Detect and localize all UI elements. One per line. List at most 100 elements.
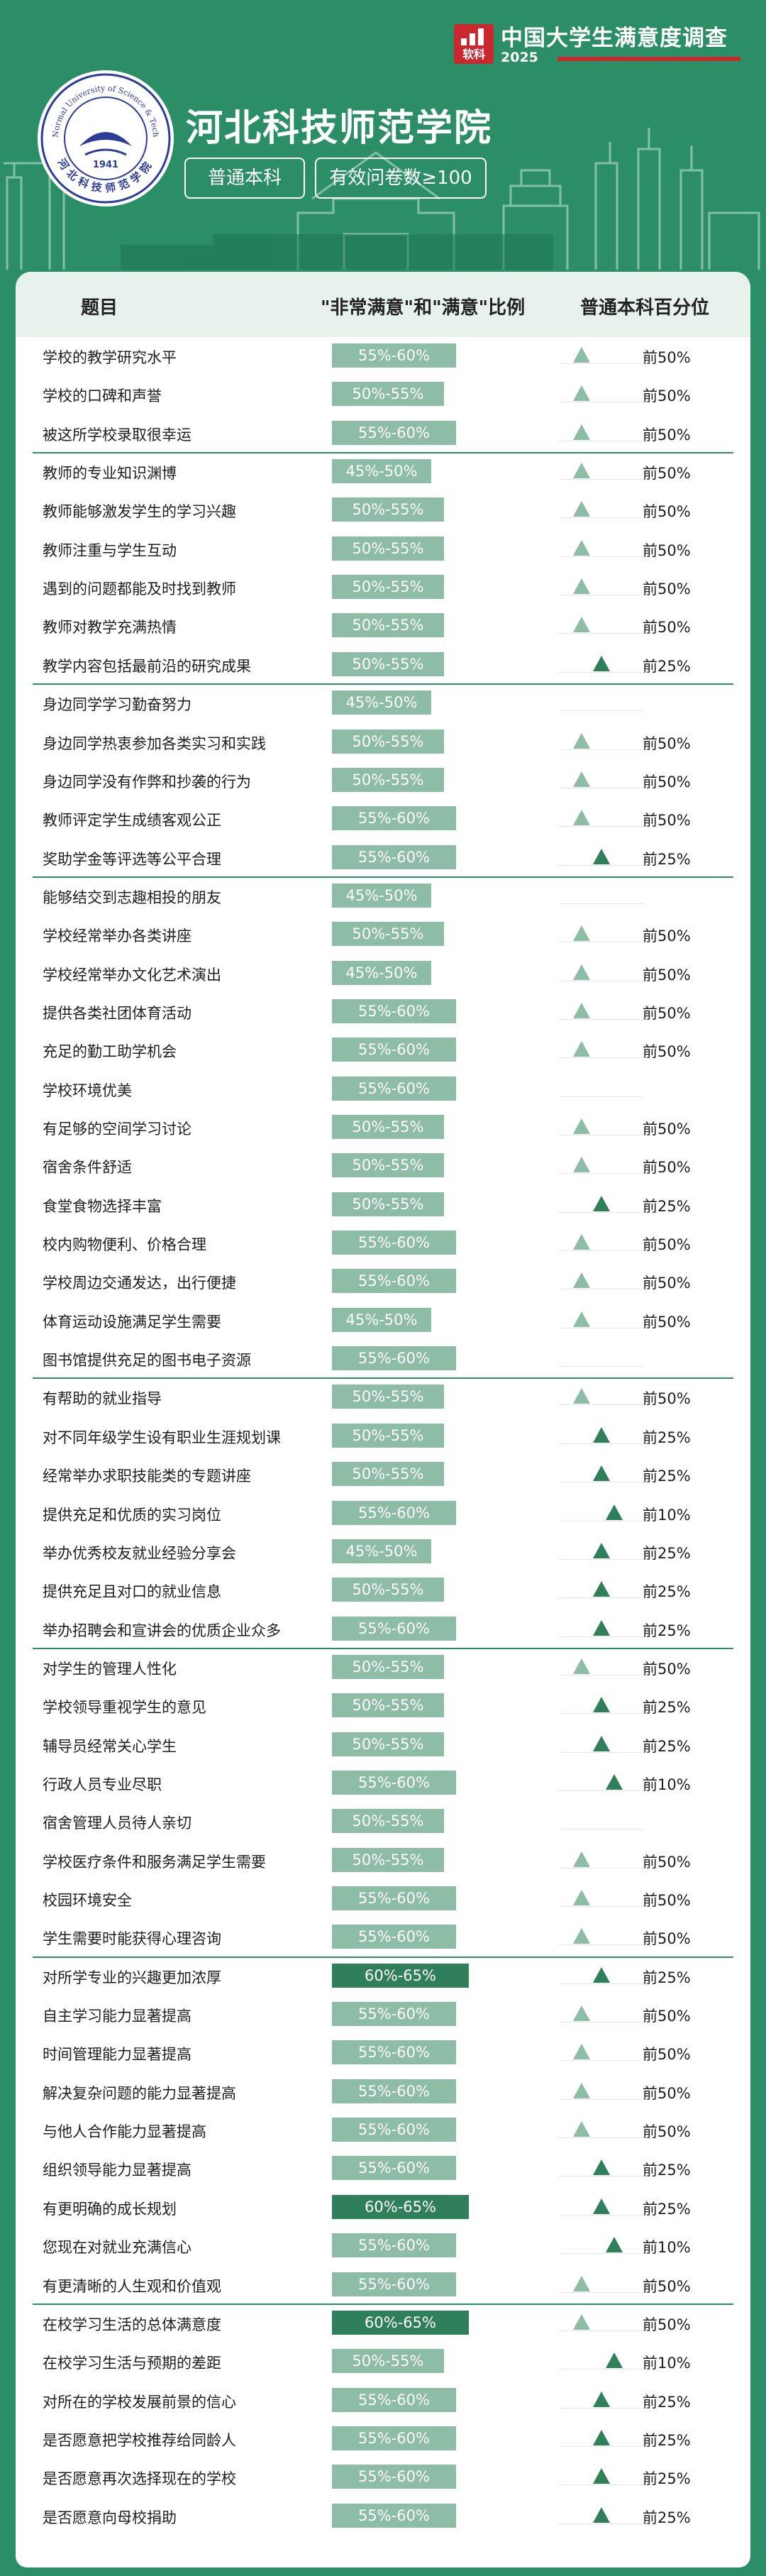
- percentile-track: [559, 826, 644, 827]
- percentile-marker-icon: [593, 655, 610, 671]
- ratio-bar: [332, 1115, 444, 1139]
- percentile-label: 前25%: [643, 850, 691, 868]
- percentile-track: [559, 864, 644, 866]
- percentile-marker-icon: [573, 732, 590, 749]
- ratio-bar-label: 50%-55%: [352, 925, 424, 943]
- row-label: 校内购物便利、价格合理: [43, 1236, 206, 1254]
- row-label: 自主学习能力显著提高: [43, 2008, 192, 2025]
- percentile-marker-icon: [573, 617, 590, 633]
- percentile-marker-icon: [573, 1890, 590, 1905]
- ratio-bar-label: 55%-60%: [358, 1504, 430, 1521]
- percentile-track: [559, 1443, 644, 1444]
- percentile-label: 前50%: [643, 465, 691, 483]
- ratio-bar-label: 55%-60%: [358, 1619, 430, 1637]
- ratio-bar-label: 55%-60%: [358, 1272, 430, 1290]
- row-label: 教师对教学充满热情: [43, 619, 177, 637]
- ratio-bar: [332, 1809, 444, 1834]
- percentile-marker-icon: [573, 424, 590, 440]
- ratio-bar-label: 45%-50%: [345, 886, 418, 904]
- percentile-label: 前50%: [643, 1043, 691, 1061]
- ratio-bar-label: 50%-55%: [352, 501, 424, 519]
- row-label: 提供各类社团体育活动: [43, 1004, 192, 1022]
- percentile-marker-icon: [593, 1697, 610, 1713]
- percentile-marker-icon: [593, 2198, 610, 2214]
- row-label: 学校经常举办文化艺术演出: [43, 966, 221, 984]
- percentile-track: [559, 1211, 644, 1213]
- percentile-marker-icon: [593, 1426, 610, 1443]
- ratio-bar: [332, 2503, 456, 2528]
- row-label: 辅导员经常关心学生: [43, 1737, 177, 1755]
- ratio-bar-label: 55%-60%: [358, 347, 430, 364]
- ratio-bar: [332, 1462, 444, 1487]
- row-label: 学校环境优美: [43, 1081, 132, 1099]
- row-label: 有帮助的就业指导: [43, 1390, 162, 1408]
- ratio-bar-label: 55%-60%: [358, 2005, 430, 2023]
- percentile-marker-icon: [573, 578, 590, 595]
- percentile-label: 前50%: [643, 1892, 691, 1909]
- ratio-bar: [332, 1385, 444, 1409]
- percentile-track: [559, 1636, 644, 1637]
- row-label: 学校周边交通发达，出行便捷: [43, 1275, 236, 1292]
- brand-banner: 软科 中国大学生满意度调查 2025: [454, 20, 741, 65]
- row-label: 校园环境安全: [43, 1892, 132, 1909]
- percentile-label: 前50%: [643, 1159, 691, 1177]
- ratio-bar: [332, 459, 431, 484]
- percentile-marker-icon: [573, 385, 590, 402]
- percentile-label: 前25%: [643, 2393, 691, 2411]
- percentile-track: [559, 1404, 644, 1406]
- percentile-marker-icon: [593, 2391, 610, 2407]
- percentile-marker-icon: [593, 1966, 610, 1983]
- ratio-bar-label: 55%-60%: [358, 2429, 430, 2447]
- ratio-bar: [332, 2465, 456, 2489]
- ratio-bar: [332, 343, 456, 368]
- row-label: 被这所学校录取很幸运: [43, 426, 192, 444]
- ratio-bar: [332, 1539, 431, 1563]
- ratio-bar: [332, 1269, 456, 1294]
- ratio-bar-label: 50%-55%: [352, 2352, 424, 2370]
- row-label: 奖助学金等评选等公平合理: [43, 850, 221, 868]
- percentile-label: 前25%: [643, 2431, 691, 2449]
- bar-chart-icon: [461, 28, 487, 45]
- row-label: 身边同学没有作弊和抄袭的行为: [43, 773, 251, 791]
- percentile-label: 前50%: [643, 734, 691, 752]
- brand-year: 2025: [501, 50, 538, 65]
- university-name: 河北科技师范学院: [186, 107, 493, 150]
- group-separator: [33, 876, 733, 878]
- percentile-marker-icon: [593, 2429, 610, 2445]
- ratio-bar-label: 55%-60%: [358, 2275, 430, 2293]
- percentile-track: [559, 2060, 644, 2062]
- percentile-label: 前50%: [643, 1853, 691, 1871]
- ratio-bar: [332, 844, 456, 869]
- ratio-bar-label: 50%-55%: [352, 578, 424, 596]
- ratio-bar: [332, 1886, 456, 1910]
- percentile-label: 前50%: [643, 580, 691, 598]
- brand-logo: 软科: [454, 24, 494, 64]
- ratio-bar: [332, 2002, 456, 2027]
- row-label: 举办优秀校友就业经验分享会: [43, 1544, 236, 1562]
- percentile-label: 前25%: [643, 2509, 691, 2526]
- percentile-track: [559, 556, 644, 557]
- ratio-bar-label: 50%-55%: [352, 1465, 424, 1483]
- ratio-bar-label: 55%-60%: [358, 2159, 430, 2177]
- ratio-bar: [332, 1770, 456, 1795]
- ratio-bar: [332, 922, 444, 947]
- university-emblem: Hebei Normal University of Science & Tec…: [35, 68, 174, 207]
- row-label: 举办招聘会和宣讲会的优质企业众多: [43, 1622, 281, 1639]
- percentile-track: [559, 2523, 644, 2524]
- ratio-bar-label: 45%-50%: [345, 694, 418, 712]
- ratio-bar: [332, 2310, 469, 2335]
- ratio-bar: [332, 998, 456, 1023]
- percentile-marker-icon: [573, 539, 590, 556]
- ratio-bar-label: 45%-50%: [345, 1542, 418, 1560]
- percentile-track: [559, 1057, 644, 1059]
- ratio-bar-label: 55%-60%: [358, 810, 430, 827]
- row-label: 是否愿意再次选择现在的学校: [43, 2470, 236, 2488]
- percentile-label: 前50%: [643, 1004, 691, 1022]
- row-label: 学校的教学研究水平: [43, 349, 177, 366]
- row-label: 对学生的管理人性化: [43, 1660, 177, 1678]
- percentile-marker-icon: [573, 1311, 590, 1327]
- percentile-marker-icon: [606, 1773, 623, 1790]
- ratio-bar-label: 60%-65%: [365, 2313, 436, 2331]
- percentile-label: 前50%: [643, 2046, 691, 2064]
- ratio-bar: [332, 420, 456, 445]
